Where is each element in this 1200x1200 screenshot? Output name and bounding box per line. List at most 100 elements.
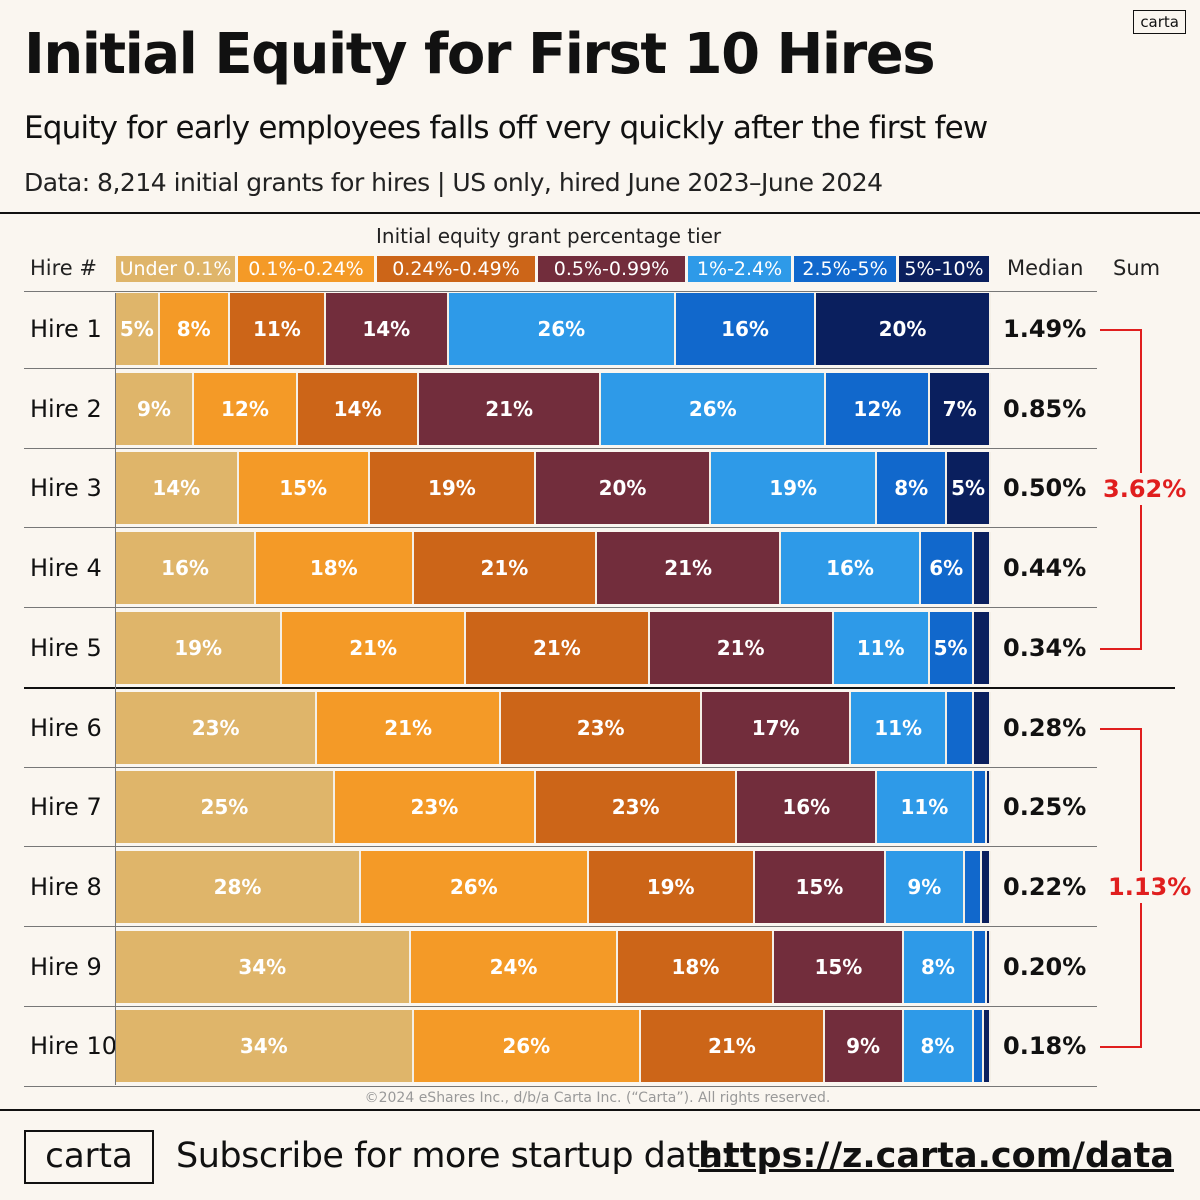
bar-segment — [973, 692, 991, 764]
bar-segment: 21% — [649, 612, 834, 684]
median-value: 0.20% — [1003, 953, 1087, 981]
bar-segment — [973, 1010, 984, 1082]
bar-segment: 21% — [413, 532, 598, 604]
row-label: Hire 1 — [30, 315, 102, 343]
legend-title: Initial equity grant percentage tier — [376, 224, 722, 248]
row-label: Hire 7 — [30, 793, 102, 821]
bar-segment — [984, 1010, 991, 1082]
sum-bracket — [1100, 728, 1142, 730]
bar-segment — [964, 851, 983, 923]
bar-segment — [986, 771, 991, 843]
sum-bracket — [1100, 1046, 1142, 1048]
last-rule — [24, 1086, 1097, 1087]
bar-segment: 18% — [618, 931, 775, 1003]
row-divider — [24, 926, 1097, 927]
bar-left-axis — [115, 293, 116, 1085]
sum-value: 1.13% — [1108, 871, 1192, 903]
footer-link[interactable]: https://z.carta.com/data — [698, 1136, 1174, 1176]
row-divider — [24, 448, 1097, 449]
bar-segment — [947, 692, 974, 764]
top-divider — [0, 212, 1200, 214]
group-divider — [24, 687, 1175, 689]
legend-item: 0.5%-0.99% — [538, 256, 685, 282]
median-header: Median — [1007, 256, 1084, 280]
bar-segment: 21% — [419, 373, 602, 445]
bar-segment: 21% — [641, 1010, 825, 1082]
bar-segment: 15% — [754, 851, 886, 923]
bar-segment: 15% — [774, 931, 905, 1003]
median-value: 0.18% — [1003, 1032, 1087, 1060]
carta-logo-footer: carta — [24, 1130, 154, 1184]
row-label: Hire 2 — [30, 395, 102, 423]
bar-segment: 28% — [116, 851, 361, 923]
legend-item: Under 0.1% — [116, 256, 235, 282]
median-value: 0.34% — [1003, 634, 1087, 662]
bar-segment: 9% — [824, 1010, 904, 1082]
bar-segment: 34% — [116, 931, 411, 1003]
bar-segment: 5% — [929, 612, 974, 684]
bar-segment: 23% — [116, 692, 318, 764]
data-note: Data: 8,214 initial grants for hires | U… — [24, 168, 883, 197]
bar-segment — [973, 532, 991, 604]
bar-segment: 15% — [238, 452, 370, 524]
bar-segment: 9% — [116, 373, 194, 445]
row-divider — [24, 767, 1097, 768]
bar-segment: 16% — [781, 532, 921, 604]
bar-segment: 8% — [904, 931, 974, 1003]
row-label: Hire 9 — [30, 953, 102, 981]
hire-header: Hire # — [30, 256, 97, 280]
median-value: 0.28% — [1003, 714, 1087, 742]
bar-segment: 23% — [501, 692, 703, 764]
bar-segment: 9% — [886, 851, 965, 923]
footer-text: Subscribe for more startup data: — [176, 1136, 732, 1176]
legend-item: 5%-10% — [899, 256, 989, 282]
bar-segment: 11% — [833, 612, 930, 684]
bar-segment: 25% — [116, 771, 335, 843]
bar-segment: 26% — [413, 1010, 641, 1082]
row-divider — [24, 368, 1097, 369]
median-value: 0.50% — [1003, 474, 1087, 502]
bar-segment: 16% — [737, 771, 878, 843]
bar-segment — [973, 931, 987, 1003]
row-divider — [24, 527, 1097, 528]
bar-segment — [982, 851, 991, 923]
median-value: 1.49% — [1003, 315, 1087, 343]
legend-item: 2.5%-5% — [794, 256, 896, 282]
bar-segment: 11% — [877, 771, 974, 843]
header-rule — [24, 291, 1097, 292]
bar-segment: 19% — [588, 851, 755, 923]
legend-item: 1%-2.4% — [688, 256, 791, 282]
bar-segment: 19% — [116, 612, 283, 684]
bar-segment — [973, 612, 991, 684]
bar-segment: 19% — [711, 452, 878, 524]
bar-segment: 8% — [159, 293, 230, 365]
row-divider — [24, 846, 1097, 847]
bar-segment: 11% — [851, 692, 948, 764]
bar-segment: 23% — [536, 771, 738, 843]
sum-header: Sum — [1113, 256, 1161, 280]
legend-item: 0.1%-0.24% — [238, 256, 374, 282]
sum-value: 3.62% — [1103, 472, 1187, 505]
bar-segment: 26% — [448, 293, 676, 365]
bar-segment: 21% — [466, 612, 650, 684]
bar-segment: 21% — [317, 692, 501, 764]
carta-logo: carta — [1133, 10, 1186, 34]
bar-segment: 26% — [361, 851, 589, 923]
bar-segment: 20% — [536, 452, 711, 524]
bar-segment: 11% — [229, 293, 326, 365]
bar-segment: 24% — [410, 931, 619, 1003]
bar-segment: 16% — [116, 532, 256, 604]
row-label: Hire 3 — [30, 474, 102, 502]
sum-bracket — [1100, 648, 1142, 650]
row-divider — [24, 1006, 1097, 1007]
bar-segment: 16% — [676, 293, 816, 365]
bar-segment: 12% — [826, 373, 931, 445]
bar-segment: 12% — [193, 373, 298, 445]
bar-segment: 34% — [116, 1010, 414, 1082]
copyright: ©2024 eShares Inc., d/b/a Carta Inc. (“C… — [364, 1090, 831, 1106]
sum-bracket — [1100, 329, 1142, 331]
bottom-divider — [0, 1109, 1200, 1111]
bar-segment — [973, 771, 987, 843]
row-label: Hire 5 — [30, 634, 102, 662]
bar-segment: 23% — [334, 771, 536, 843]
